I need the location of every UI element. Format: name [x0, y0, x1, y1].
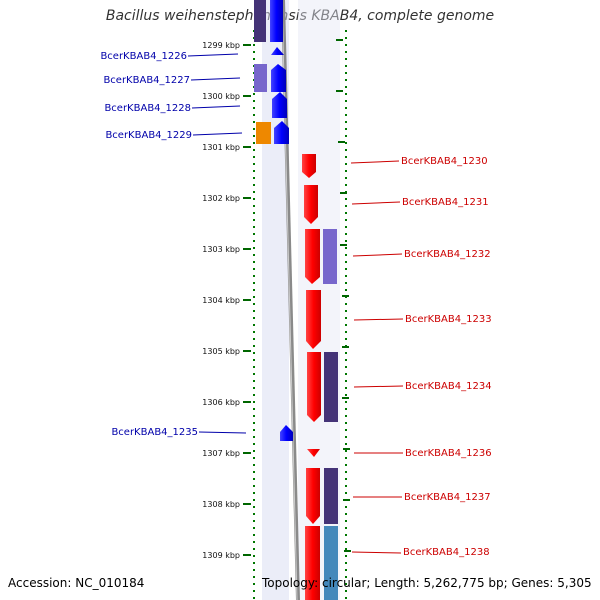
gene-arrow-1233: [306, 290, 321, 349]
gene-arrow-1226: [271, 47, 284, 55]
gene-label-1228: BcerKBAB4_1228: [104, 103, 191, 114]
kbp-ticks: 1299 kbp 1300 kbp 1301 kbp 1302 kbp 1303…: [202, 41, 251, 560]
tick-label-1299: 1299 kbp: [202, 41, 240, 50]
gene-arrow-top: [270, 0, 283, 42]
gene-label-1226: BcerKBAB4_1226: [100, 51, 187, 62]
cog-block-top: [254, 0, 266, 42]
tick-label-1302: 1302 kbp: [202, 194, 240, 203]
gene-label-1232: BcerKBAB4_1232: [404, 249, 491, 260]
tick-label-1305: 1305 kbp: [202, 347, 240, 356]
topology-label: Topology: circular; Length: 5,262,775 bp…: [262, 576, 592, 590]
cog-block-1229: [256, 122, 271, 144]
gene-arrow-1228: [272, 92, 287, 118]
gene-arrow-1237: [306, 468, 320, 524]
reverse-genes: [302, 154, 338, 600]
gene-arrow-1229: [274, 121, 289, 144]
gene-label-1237: BcerKBAB4_1237: [404, 492, 491, 503]
cog-block-1238: [324, 526, 338, 600]
right-ruler-ticks: [336, 39, 351, 552]
left-gene-labels: BcerKBAB4_1226 BcerKBAB4_1227 BcerKBAB4_…: [100, 51, 247, 438]
gene-arrow-1234: [307, 352, 321, 422]
gene-label-1235: BcerKBAB4_1235: [111, 427, 198, 438]
gene-label-1234: BcerKBAB4_1234: [405, 381, 492, 392]
accession-label: Accession: NC_010184: [8, 576, 145, 590]
gene-arrow-1227: [271, 64, 286, 92]
gene-arrow-1231: [304, 185, 318, 224]
forward-genes: [254, 0, 293, 441]
tick-label-1304: 1304 kbp: [202, 296, 240, 305]
gene-label-1230: BcerKBAB4_1230: [401, 156, 488, 167]
gene-label-1231: BcerKBAB4_1231: [402, 197, 489, 208]
gene-label-1236: BcerKBAB4_1236: [405, 448, 492, 459]
gene-block-1238: [305, 526, 320, 600]
gene-arrow-1236: [307, 449, 320, 457]
cog-block-1234: [324, 352, 338, 422]
tick-label-1306: 1306 kbp: [202, 398, 240, 407]
cog-block-1227: [254, 64, 267, 92]
tick-label-1300: 1300 kbp: [202, 92, 240, 101]
cog-block-1232: [323, 229, 337, 284]
right-gene-labels: BcerKBAB4_1230 BcerKBAB4_1231 BcerKBAB4_…: [350, 156, 492, 558]
gene-arrow-1235: [280, 425, 293, 441]
tick-label-1309: 1309 kbp: [202, 551, 240, 560]
genome-title: Bacillus weihenstephanensis KBAB4, compl…: [105, 8, 495, 24]
tick-label-1308: 1308 kbp: [202, 500, 240, 509]
tick-label-1303: 1303 kbp: [202, 245, 240, 254]
gene-arrow-1230: [302, 154, 316, 178]
gene-label-1229: BcerKBAB4_1229: [105, 130, 192, 141]
gene-label-1238: BcerKBAB4_1238: [403, 547, 490, 558]
cog-block-1237: [324, 468, 338, 524]
gene-label-1227: BcerKBAB4_1227: [103, 75, 190, 86]
gene-arrow-1232: [305, 229, 320, 284]
gene-label-1233: BcerKBAB4_1233: [405, 314, 492, 325]
tick-label-1307: 1307 kbp: [202, 449, 240, 458]
tick-label-1301: 1301 kbp: [202, 143, 240, 152]
